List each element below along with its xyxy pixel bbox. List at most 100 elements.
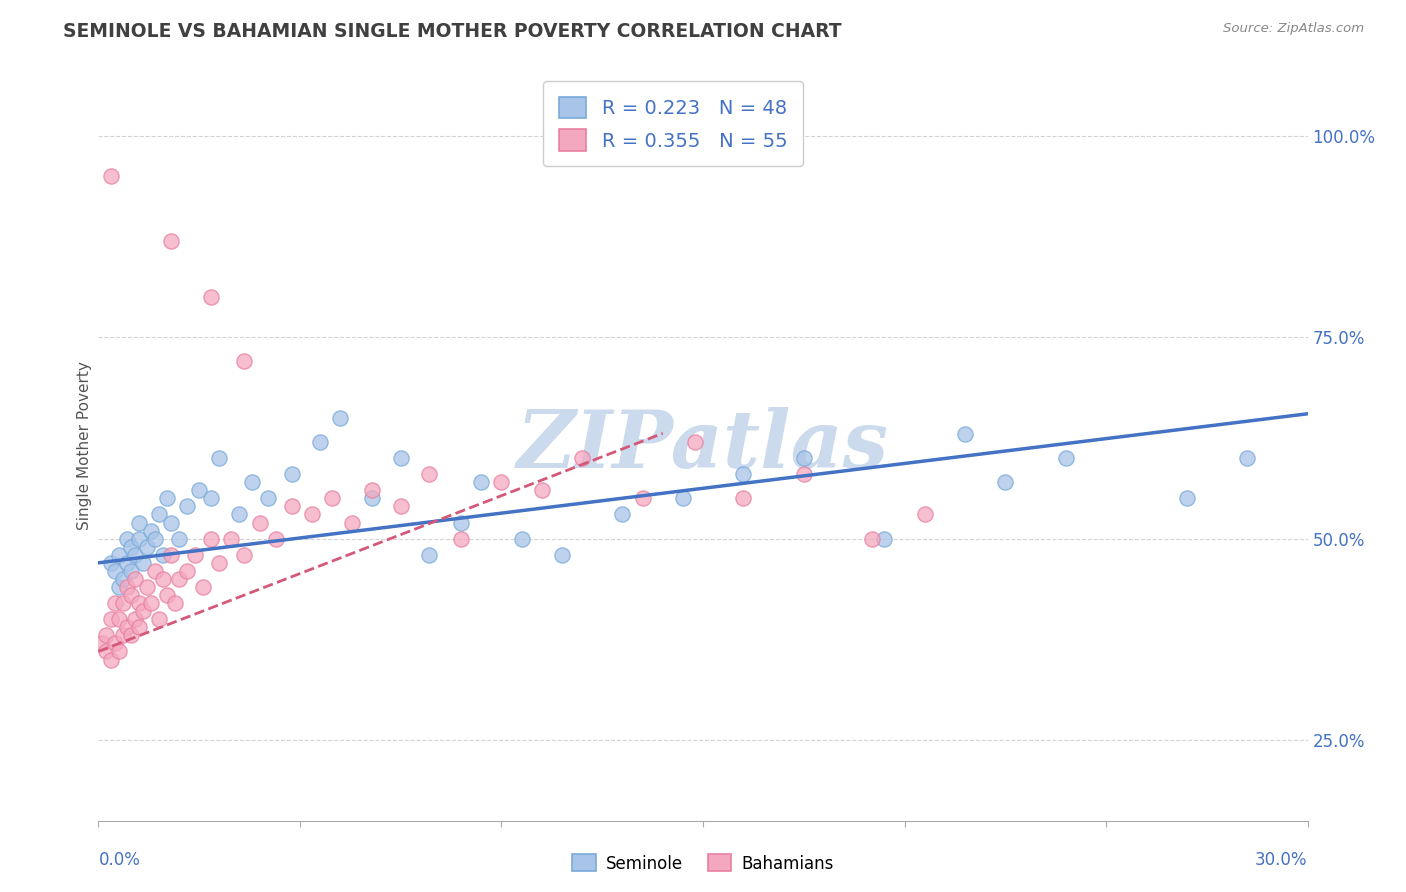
Point (111, 628, 134, 642)
Point (176, 500, 198, 514)
Point (342, 516, 364, 530)
Text: Source: ZipAtlas.com: Source: ZipAtlas.com (1223, 22, 1364, 36)
Point (115, 580, 138, 594)
Point (135, 540, 157, 554)
Point (793, 467, 815, 482)
Point (139, 596, 162, 610)
Point (124, 572, 146, 586)
Point (160, 516, 183, 530)
Point (994, 475, 1017, 490)
Point (470, 475, 492, 490)
Point (793, 451, 815, 466)
Text: ZIPatlas: ZIPatlas (517, 408, 889, 484)
Point (120, 540, 142, 554)
Point (510, 532, 533, 546)
Point (115, 620, 138, 634)
Text: 0.0%: 0.0% (98, 851, 141, 869)
Point (208, 451, 231, 466)
Point (200, 532, 222, 546)
Point (321, 491, 343, 506)
Point (107, 580, 129, 594)
Point (111, 572, 134, 586)
Point (120, 588, 142, 602)
Point (612, 508, 634, 522)
Point (167, 572, 190, 586)
Point (571, 451, 593, 466)
Point (107, 612, 129, 626)
Point (124, 548, 146, 562)
Point (953, 426, 976, 441)
Point (156, 491, 179, 506)
Point (152, 548, 174, 562)
Point (208, 556, 231, 570)
Point (491, 475, 513, 490)
Point (156, 588, 179, 602)
Point (124, 612, 146, 626)
Text: 30.0%: 30.0% (1256, 851, 1308, 869)
Point (450, 532, 472, 546)
Point (418, 467, 440, 482)
Point (128, 532, 150, 546)
Point (115, 556, 138, 570)
Point (361, 491, 384, 506)
Legend: Seminole, Bahamians: Seminole, Bahamians (565, 847, 841, 880)
Point (139, 524, 162, 538)
Point (1054, 451, 1077, 466)
Point (551, 548, 574, 562)
Y-axis label: Single Mother Poverty: Single Mother Poverty (77, 361, 91, 531)
Point (143, 564, 166, 578)
Point (128, 620, 150, 634)
Point (148, 508, 170, 522)
Point (309, 434, 332, 449)
Point (100, 556, 122, 570)
Point (733, 467, 755, 482)
Point (281, 467, 304, 482)
Point (96, 628, 118, 642)
Point (176, 564, 198, 578)
Point (132, 556, 155, 570)
Point (160, 548, 183, 562)
Point (100, 612, 122, 626)
Point (200, 491, 222, 506)
Point (683, 434, 706, 449)
Point (120, 628, 142, 642)
Point (184, 548, 207, 562)
Point (143, 532, 166, 546)
Point (232, 354, 254, 368)
Point (200, 290, 222, 304)
Text: SEMINOLE VS BAHAMIAN SINGLE MOTHER POVERTY CORRELATION CHART: SEMINOLE VS BAHAMIAN SINGLE MOTHER POVER… (63, 22, 842, 41)
Point (107, 644, 129, 658)
Point (135, 580, 157, 594)
Point (148, 612, 170, 626)
Point (167, 532, 190, 546)
Point (221, 532, 243, 546)
Point (1236, 451, 1258, 466)
Point (914, 508, 936, 522)
Point (1175, 491, 1198, 506)
Point (249, 516, 271, 530)
Point (631, 491, 654, 506)
Point (301, 508, 323, 522)
Point (128, 516, 150, 530)
Point (96, 644, 118, 658)
Point (91, 636, 114, 650)
Point (733, 491, 755, 506)
Point (103, 636, 125, 650)
Point (873, 532, 896, 546)
Point (361, 483, 384, 498)
Point (103, 564, 125, 578)
Point (232, 548, 254, 562)
Point (240, 475, 263, 490)
Point (256, 491, 278, 506)
Point (120, 564, 142, 578)
Point (163, 596, 186, 610)
Point (450, 516, 472, 530)
Point (389, 451, 412, 466)
Point (672, 491, 695, 506)
Point (860, 532, 883, 546)
Point (160, 234, 183, 248)
Point (530, 483, 553, 498)
Point (132, 604, 155, 618)
Point (107, 548, 129, 562)
Point (188, 483, 211, 498)
